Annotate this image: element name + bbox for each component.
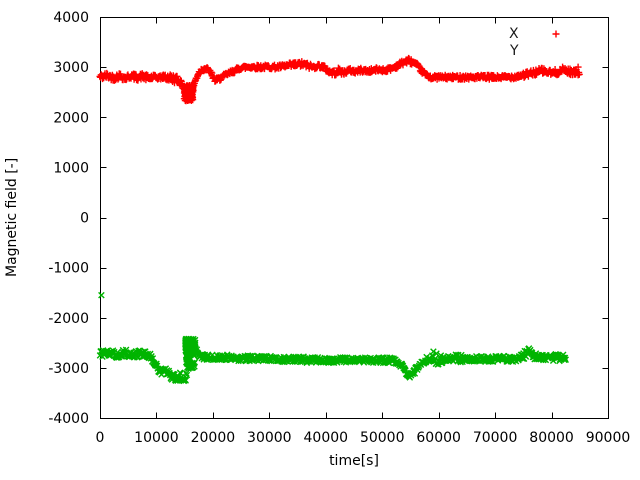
x-tick-label: 10000 — [134, 430, 179, 446]
y-tick-label: 0 — [80, 211, 89, 227]
x-tick-label: 40000 — [304, 430, 349, 446]
y-tick-label: 1000 — [53, 160, 89, 176]
y-tick-label: 2000 — [53, 110, 89, 126]
legend-marker-X — [552, 30, 560, 38]
y-tick-label: -3000 — [48, 361, 89, 377]
x-tick-label: 70000 — [473, 430, 518, 446]
y-tick-label: -1000 — [48, 261, 89, 277]
x-tick-label: 60000 — [416, 430, 461, 446]
y-tick-label: -4000 — [48, 411, 89, 427]
y-tick-label: 3000 — [53, 60, 89, 76]
x-tick-label: 0 — [96, 430, 105, 446]
x-tick-label: 80000 — [529, 430, 574, 446]
x-tick-label: 50000 — [360, 430, 405, 446]
x-tick-label: 30000 — [247, 430, 292, 446]
series-Y-points — [96, 291, 569, 385]
y-axis-title: Magnetic field [-] — [4, 157, 20, 278]
legend-label-x: X — [509, 26, 519, 42]
x-tick-label: 20000 — [191, 430, 236, 446]
y-tick-label: 4000 — [53, 10, 89, 26]
series-X-points — [96, 54, 583, 105]
y-tick-label: -2000 — [48, 311, 89, 327]
x-tick-label: 90000 — [586, 430, 631, 446]
x-axis-title: time[s] — [329, 453, 379, 469]
legend-label-y: Y — [510, 43, 519, 59]
